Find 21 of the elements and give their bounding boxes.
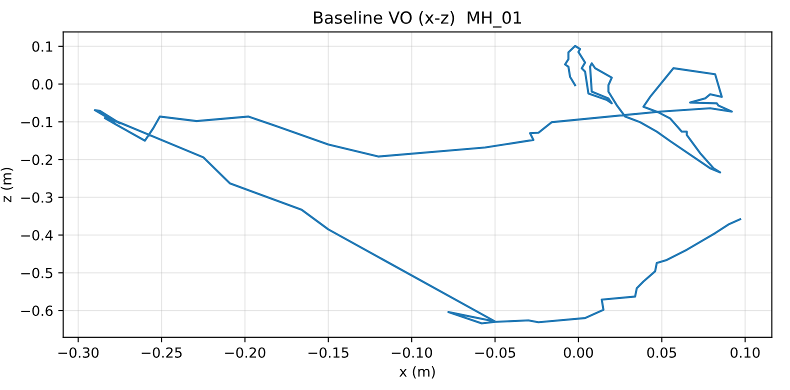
x-tick-label: −0.25 bbox=[142, 347, 182, 358]
x-tick-label: 0.10 bbox=[730, 347, 760, 358]
y-tick-label: −0.1 bbox=[21, 116, 52, 128]
x-tick-label: −0.15 bbox=[308, 347, 348, 358]
x-axis-title: x (m) bbox=[399, 366, 435, 378]
y-tick-label: −0.6 bbox=[21, 306, 53, 316]
y-tick-label: −0.2 bbox=[21, 154, 52, 166]
x-tick-label: −0.05 bbox=[475, 347, 516, 358]
y-axis-title: z (m) bbox=[0, 168, 14, 202]
x-tick-label: 0.00 bbox=[564, 347, 593, 358]
y-tick-label: 0.1 bbox=[32, 41, 52, 52]
y-tick-label: −0.5 bbox=[21, 268, 52, 278]
y-tick-label: −0.3 bbox=[21, 192, 52, 203]
chart-title: Baseline VO (x-z) MH_01 bbox=[314, 10, 522, 28]
x-tick-label: −0.10 bbox=[392, 347, 432, 358]
x-tick-label: −0.20 bbox=[225, 347, 266, 358]
line-series bbox=[94, 44, 742, 324]
y-tick-label: −0.4 bbox=[21, 230, 53, 241]
y-tick-label: 0.0 bbox=[32, 79, 53, 90]
x-tick-label: −0.30 bbox=[58, 347, 99, 358]
x-tick-label: 0.05 bbox=[647, 347, 676, 358]
